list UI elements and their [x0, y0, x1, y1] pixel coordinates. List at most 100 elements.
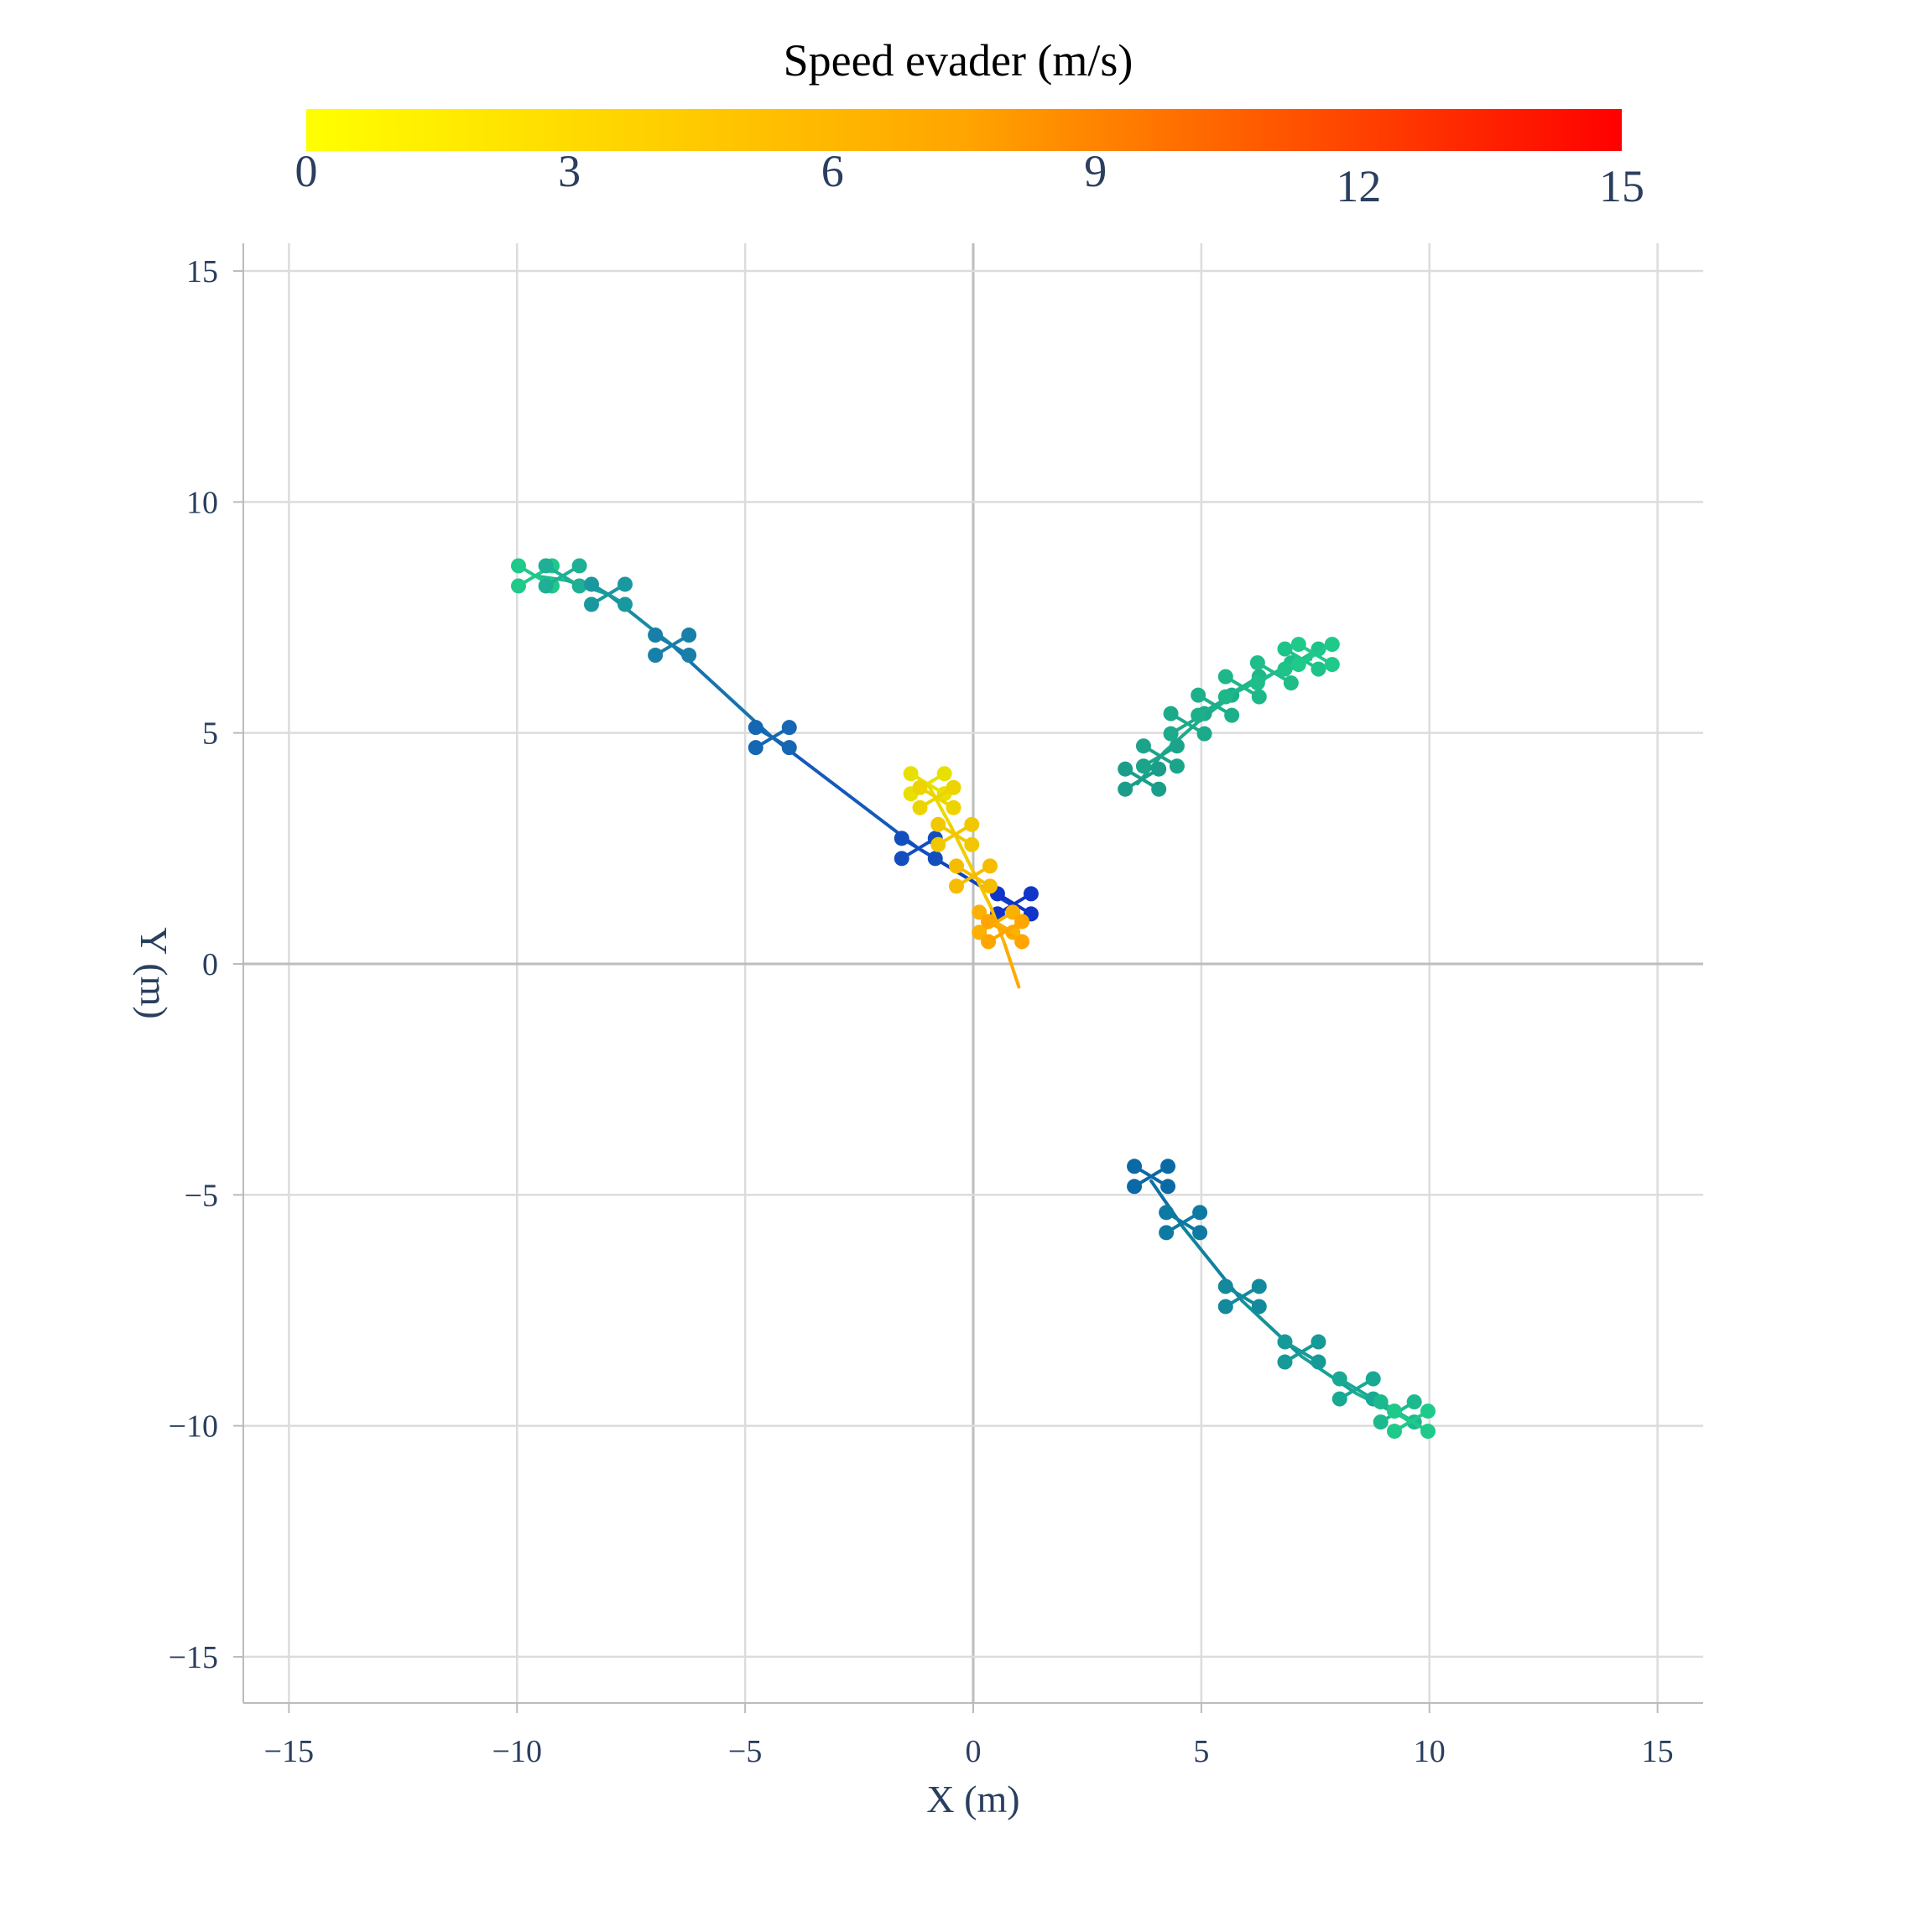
drone-rotor	[1014, 914, 1030, 930]
drone-rotor	[781, 740, 797, 756]
x-tick-label: 15	[1642, 1734, 1674, 1769]
drone-rotor	[511, 558, 526, 574]
drone-rotor	[982, 878, 998, 894]
drone-marker	[903, 766, 952, 802]
drone-rotor	[964, 816, 980, 832]
series-pursuer	[1118, 637, 1340, 797]
drone-marker	[1290, 637, 1340, 673]
drone-rotor	[584, 596, 599, 612]
colorbar-tick-label: 3	[558, 146, 581, 196]
drone-rotor	[1135, 758, 1151, 774]
drone-rotor	[1420, 1424, 1436, 1440]
drone-rotor	[1311, 1354, 1326, 1370]
x-tick-label: 0	[966, 1734, 982, 1769]
y-tick-label: 15	[186, 254, 218, 289]
drone-rotor	[1163, 706, 1179, 721]
drone-rotor	[1387, 1424, 1402, 1440]
colorbar-tick-label: 15	[1599, 161, 1644, 211]
drone-rotor	[1224, 707, 1240, 723]
colorbar-bar	[306, 109, 1622, 151]
drone-rotor	[930, 836, 946, 852]
drone-rotor	[1196, 726, 1212, 742]
drone-rotor	[903, 766, 919, 782]
drone-rotor	[1127, 1159, 1143, 1174]
drone-rotor	[1324, 657, 1340, 673]
drone-rotor	[946, 799, 961, 815]
drone-marker	[930, 816, 980, 852]
y-tick-label: 5	[202, 716, 218, 752]
drone-rotor	[1277, 641, 1293, 657]
drone-rotor	[981, 914, 997, 930]
series-layer	[511, 558, 1436, 1440]
drone-rotor	[981, 934, 997, 950]
drone-rotor	[1373, 1414, 1389, 1430]
y-tick-label: −15	[169, 1640, 218, 1675]
colorbar-tick-label: 9	[1084, 146, 1107, 196]
drone-rotor	[1277, 1334, 1293, 1350]
axes: −15 −10 −5 0 5 10 15 −15 −10 −5 0 5 10 15	[169, 243, 1703, 1769]
drone-rotor	[1163, 726, 1179, 742]
drone-rotor	[1277, 661, 1293, 677]
drone-rotor	[972, 904, 987, 920]
y-tick-label: 10	[186, 485, 218, 520]
drone-marker	[1277, 1334, 1326, 1370]
drone-rotor	[1014, 934, 1030, 950]
drone-rotor	[927, 851, 943, 867]
drone-marker	[648, 628, 697, 664]
drone-rotor	[1217, 669, 1233, 685]
y-tick-label: −5	[185, 1178, 218, 1213]
drone-rotor	[1290, 657, 1306, 673]
drone-marker	[1387, 1403, 1436, 1440]
drone-rotor	[1387, 1403, 1402, 1419]
colorbar-tick-label: 6	[821, 146, 844, 196]
drone-rotor	[1324, 637, 1340, 653]
trajectory-segment	[1003, 943, 1021, 989]
colorbar-tick-label: 0	[295, 146, 318, 196]
drone-rotor	[982, 858, 998, 874]
drone-marker	[1217, 1278, 1267, 1315]
drone-rotor	[946, 779, 961, 795]
drone-marker	[538, 558, 587, 594]
drone-rotor	[538, 578, 554, 594]
drone-rotor	[1160, 1179, 1176, 1195]
drone-rotor	[1217, 689, 1233, 705]
drone-rotor	[748, 740, 763, 756]
drone-rotor	[617, 576, 633, 592]
trajectory-segment	[534, 574, 570, 582]
drone-marker	[1135, 738, 1185, 774]
drone-rotor	[617, 596, 633, 612]
colorbar-tick-label: 12	[1336, 161, 1381, 211]
drone-rotor	[1118, 781, 1133, 797]
drone-marker	[1118, 761, 1167, 797]
colorbar-ticks: 0 3 6 9 12 15	[295, 146, 1645, 211]
drone-rotor	[1135, 738, 1151, 754]
drone-rotor	[584, 576, 599, 592]
drone-rotor	[894, 831, 909, 846]
drone-rotor	[648, 648, 664, 664]
drone-rotor	[1217, 1299, 1233, 1315]
drone-marker	[1217, 669, 1267, 705]
drone-rotor	[1191, 707, 1206, 723]
drone-rotor	[1005, 904, 1021, 920]
drone-rotor	[1127, 1179, 1143, 1195]
drone-rotor	[781, 720, 797, 736]
drone-rotor	[1151, 781, 1167, 797]
drone-rotor	[1192, 1205, 1208, 1221]
drone-marker	[1159, 1205, 1208, 1241]
drone-rotor	[1283, 675, 1299, 691]
drone-rotor	[571, 558, 587, 574]
trajectory-segment	[925, 782, 952, 827]
drone-marker	[1127, 1159, 1176, 1195]
drone-rotor	[949, 878, 964, 894]
y-tick-label: −10	[169, 1409, 218, 1445]
drone-rotor	[930, 816, 946, 832]
drone-marker	[748, 720, 797, 756]
drone-rotor	[1311, 661, 1326, 677]
drone-rotor	[1251, 1278, 1267, 1294]
drone-rotor	[511, 578, 526, 594]
drone-rotor	[1251, 689, 1267, 705]
x-tick-label: 10	[1414, 1734, 1446, 1769]
y-tick-label: 0	[202, 947, 218, 982]
